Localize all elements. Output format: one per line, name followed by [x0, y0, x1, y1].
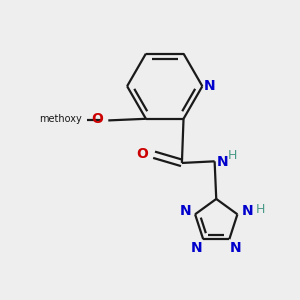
Text: N: N — [191, 241, 203, 255]
Text: H: H — [228, 149, 237, 162]
Text: O: O — [92, 112, 104, 126]
Text: N: N — [179, 204, 191, 218]
Text: N: N — [204, 79, 215, 93]
Text: methoxy: methoxy — [39, 114, 82, 124]
Text: N: N — [217, 155, 229, 169]
Text: H: H — [256, 203, 265, 216]
Text: O: O — [136, 147, 148, 161]
Text: N: N — [242, 204, 253, 218]
Text: N: N — [230, 241, 241, 255]
